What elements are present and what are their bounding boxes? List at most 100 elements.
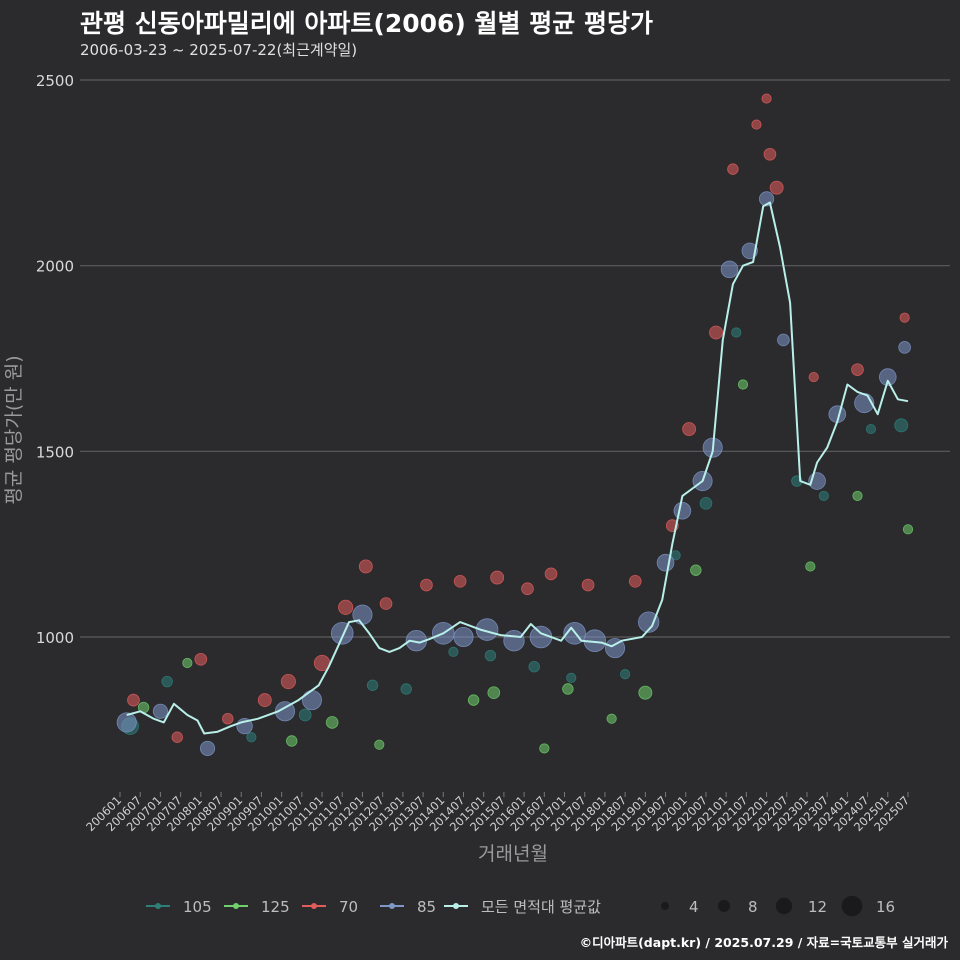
data-point-125: [606, 713, 617, 724]
data-point-70: [544, 567, 558, 581]
data-point-70: [420, 578, 433, 592]
data-point-105: [566, 672, 577, 683]
chart-title: 관평 신동아파밀리에 아파트(2006) 월별 평균 평당가: [80, 9, 653, 38]
data-point-105: [818, 490, 829, 501]
data-point-85: [152, 703, 168, 719]
data-point-105: [699, 496, 713, 510]
legend-size-label: 12: [808, 898, 827, 916]
data-point-85: [116, 712, 137, 733]
legend-size-circle: [717, 899, 731, 913]
data-point-125: [467, 694, 480, 706]
legend-label: 70: [339, 898, 358, 916]
legend: 105 125 70 85 모든 면적대 평균값 4 8 12 16: [146, 895, 895, 917]
data-point-105: [484, 649, 497, 662]
data-point-105: [620, 669, 631, 680]
y-tick-label: 2500: [36, 72, 74, 90]
legend-label: 125: [261, 898, 290, 916]
legend-dot-125: [233, 903, 239, 909]
data-point-70: [769, 180, 784, 195]
legend-size-label: 4: [689, 898, 699, 916]
data-point-70: [727, 163, 739, 175]
legend-label: 85: [417, 898, 436, 916]
data-point-125: [805, 561, 816, 572]
data-point-70: [751, 119, 762, 130]
data-point-125: [902, 524, 914, 535]
series-85: [116, 191, 911, 756]
data-point-85: [656, 553, 675, 572]
data-point-105: [400, 683, 412, 695]
data-point-70: [682, 422, 697, 436]
series-105: [121, 327, 909, 743]
data-point-70: [171, 731, 183, 743]
y-tick-labels: 1000 1500 2000 2500: [36, 72, 74, 647]
data-point-105: [448, 646, 459, 657]
y-tick-label: 1500: [36, 443, 74, 461]
legend-size-label: 8: [748, 898, 758, 916]
legend-dot-모든 면적대 평균값: [453, 903, 459, 909]
data-point-85: [878, 368, 897, 386]
data-point-125: [562, 683, 574, 695]
data-point-70: [338, 599, 354, 615]
data-point-85: [720, 260, 739, 279]
data-point-85: [475, 618, 499, 641]
scatter-points: [116, 93, 914, 756]
data-point-70: [257, 693, 272, 708]
data-point-70: [581, 578, 595, 592]
series-70: [127, 93, 910, 743]
data-point-85: [199, 740, 216, 756]
source-caption: ©디아파트(dapt.kr) / 2025.07.29 / 자료=국토교통부 실…: [579, 935, 948, 950]
chart-subtitle: 2006-03-23 ~ 2025-07-22(최근계약일): [80, 41, 358, 59]
x-axis-title: 거래년월: [478, 843, 548, 865]
data-point-125: [374, 739, 385, 750]
data-point-70: [808, 371, 819, 383]
data-point-70: [899, 312, 910, 323]
legend-size-circle: [841, 895, 863, 917]
data-point-70: [453, 574, 467, 588]
data-point-70: [851, 363, 864, 376]
y-tick-label: 2000: [36, 258, 74, 276]
data-point-105: [528, 661, 540, 673]
data-point-70: [628, 574, 642, 588]
data-point-70: [194, 652, 208, 666]
data-point-125: [487, 686, 501, 700]
data-point-105: [246, 732, 257, 743]
data-point-70: [280, 674, 296, 690]
data-point-85: [638, 611, 660, 633]
data-point-125: [182, 657, 193, 669]
data-point-70: [761, 93, 772, 104]
data-point-105: [894, 418, 909, 433]
legend-dot-85: [389, 903, 395, 909]
data-point-70: [222, 712, 234, 725]
data-point-70: [127, 693, 140, 707]
data-point-85: [274, 701, 296, 722]
data-point-70: [521, 582, 534, 596]
legend-size-circle: [775, 897, 793, 915]
data-point-85: [898, 341, 911, 354]
data-point-70: [358, 559, 373, 574]
y-axis-title: 평균 평당가(만 원): [3, 355, 25, 504]
data-point-70: [379, 597, 393, 610]
data-point-85: [453, 626, 474, 648]
data-point-70: [763, 147, 777, 161]
data-point-105: [366, 679, 379, 691]
data-point-125: [737, 379, 749, 390]
average-line: [126, 201, 909, 735]
data-point-105: [298, 708, 312, 722]
data-point-85: [301, 690, 322, 711]
data-point-105: [161, 675, 173, 688]
data-point-125: [539, 743, 550, 754]
data-point-105: [731, 327, 742, 338]
x-tick-labels: 2006012006072007012007072008012008072009…: [83, 792, 912, 834]
average-line-layer: [126, 201, 909, 735]
legend-size-circle: [661, 902, 669, 910]
data-point-125: [286, 735, 298, 747]
data-point-85: [503, 630, 525, 652]
legend-label: 105: [183, 898, 212, 916]
data-point-70: [490, 570, 505, 585]
data-point-85: [777, 333, 790, 347]
data-point-70: [709, 325, 723, 340]
legend-label: 모든 면적대 평균값: [481, 898, 601, 916]
grid-layer: [80, 79, 950, 638]
legend-size-label: 16: [876, 898, 895, 916]
